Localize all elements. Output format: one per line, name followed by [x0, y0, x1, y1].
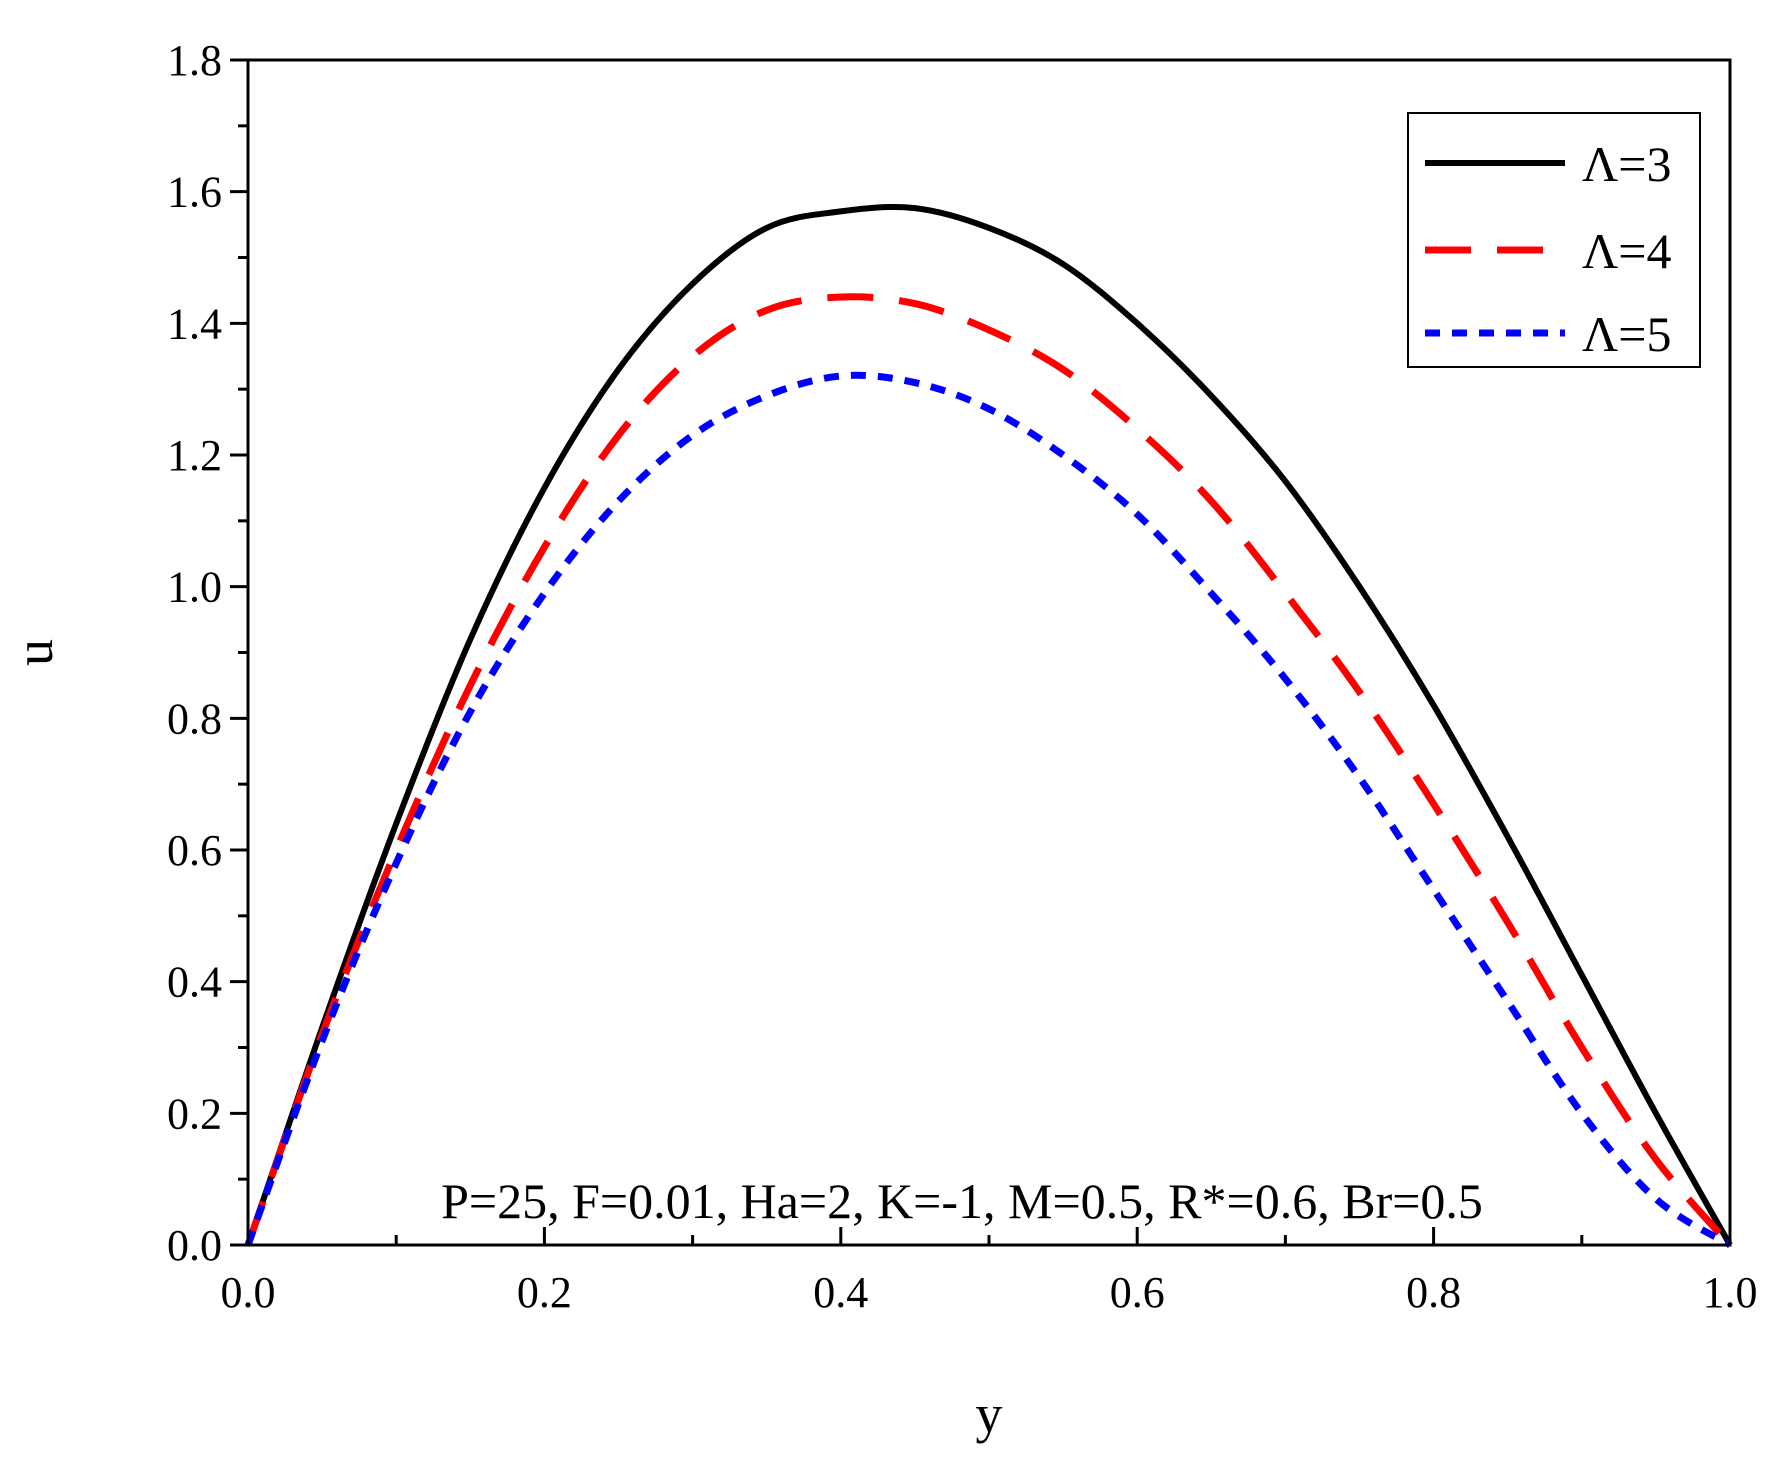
series-line-lambda-3 — [245, 204, 1733, 1247]
x-tick-label: 0.8 — [1406, 1268, 1461, 1317]
legend-label-lambda-3: Λ=3 — [1582, 136, 1671, 192]
y-tick-label: 1.8 — [167, 36, 222, 85]
x-tick-label: 0.0 — [221, 1268, 276, 1317]
x-tick-label: 1.0 — [1703, 1268, 1758, 1317]
y-tick-label: 1.6 — [167, 168, 222, 217]
tick-labels: 0.0 0.2 0.4 0.6 0.8 1.0 0.0 0.2 0.4 0.6 0.8 1.0 1.2 1… — [167, 36, 1758, 1317]
y-tick-label: 0.6 — [167, 826, 222, 875]
parameter-annotation: P=25, F=0.01, Ha=2, K=-1, M=0.5, R*=0.6,… — [441, 1173, 1483, 1229]
legend-label-lambda-4: Λ=4 — [1582, 223, 1671, 279]
legend-label-lambda-5: Λ=5 — [1582, 306, 1671, 362]
y-tick-label: 0.2 — [167, 1089, 222, 1138]
x-tick-label: 0.4 — [813, 1268, 868, 1317]
y-tick-label: 1.2 — [167, 431, 222, 480]
y-tick-label: 1.0 — [167, 563, 222, 612]
y-tick-label: 0.8 — [167, 694, 222, 743]
x-tick-label: 0.2 — [517, 1268, 572, 1317]
y-tick-label: 0.0 — [167, 1221, 222, 1270]
y-tick-label: 0.4 — [167, 958, 222, 1007]
x-tick-label: 0.6 — [1110, 1268, 1165, 1317]
axis-ticks — [230, 58, 1732, 1247]
y-axis-label: u — [4, 639, 64, 666]
x-axis-label: y — [976, 1384, 1003, 1444]
plot-frame — [246, 58, 1732, 1247]
series-lines — [244, 204, 1733, 1248]
y-tick-label: 1.4 — [167, 299, 222, 348]
legend: Λ=3 Λ=4 Λ=5 — [1407, 112, 1701, 368]
legend-box — [1407, 112, 1701, 368]
series-line-lambda-4 — [244, 293, 1733, 1248]
series-line-lambda-5 — [244, 371, 1732, 1248]
